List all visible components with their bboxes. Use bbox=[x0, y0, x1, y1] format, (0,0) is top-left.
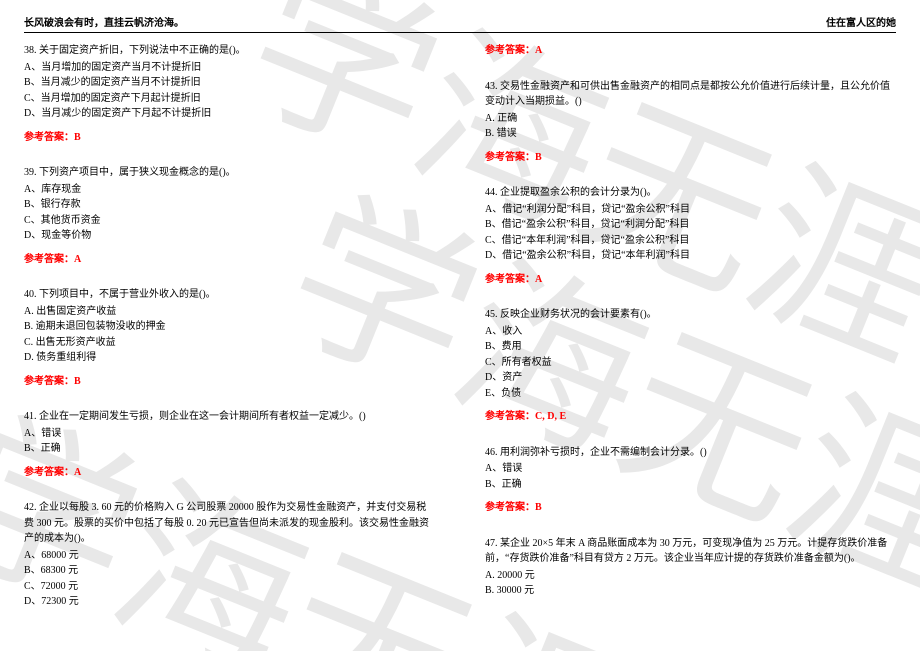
header-left: 长风破浪会有时，直挂云帆济沧海。 bbox=[24, 14, 184, 29]
header-right: 住在富人区的她 bbox=[826, 14, 896, 29]
question-stem: 46. 用利润弥补亏损时，企业不需编制会计分录。() bbox=[485, 445, 896, 461]
question-option: C. 出售无形资产收益 bbox=[24, 335, 435, 351]
question-option: B、正确 bbox=[485, 477, 896, 493]
question-option: A. 出售固定资产收益 bbox=[24, 304, 435, 320]
question-45: 45. 反映企业财务状况的会计要素有()。 A、收入 B、费用 C、所有者权益 … bbox=[485, 307, 896, 425]
question-option: A、68000 元 bbox=[24, 548, 435, 564]
question-44: 44. 企业提取盈余公积的会计分录为()。 A、借记“利润分配”科目，贷记“盈余… bbox=[485, 185, 896, 287]
question-option: C、72000 元 bbox=[24, 579, 435, 595]
question-option: B、当月减少的固定资产当月不计提折旧 bbox=[24, 75, 435, 91]
answer-label: 参考答案：B bbox=[24, 130, 435, 146]
question-stem: 39. 下列资产项目中，属于狭义现金概念的是()。 bbox=[24, 165, 435, 181]
question-option: A. 20000 元 bbox=[485, 568, 896, 584]
question-option: B、借记“盈余公积”科目，贷记“利润分配”科目 bbox=[485, 217, 896, 233]
question-47: 47. 某企业 20×5 年末 A 商品账面成本为 30 万元，可变现净值为 2… bbox=[485, 536, 896, 599]
question-option: C、借记“本年利润”科目，贷记“盈余公积”科目 bbox=[485, 233, 896, 249]
answer-label: 参考答案：A bbox=[485, 272, 896, 288]
question-option: C、当月增加的固定资产下月起计提折旧 bbox=[24, 91, 435, 107]
question-46: 46. 用利润弥补亏损时，企业不需编制会计分录。() A、错误 B、正确 参考答… bbox=[485, 445, 896, 516]
question-option: D、72300 元 bbox=[24, 594, 435, 610]
question-option: D. 债务重组利得 bbox=[24, 350, 435, 366]
question-option: B、正确 bbox=[24, 441, 435, 457]
question-option: A、库存现金 bbox=[24, 182, 435, 198]
question-option: D、资产 bbox=[485, 370, 896, 386]
question-option: B. 逾期未退回包装物没收的押金 bbox=[24, 319, 435, 335]
answer-label: 参考答案：B bbox=[24, 374, 435, 390]
question-option: B. 30000 元 bbox=[485, 583, 896, 599]
answer-label: 参考答案：B bbox=[485, 500, 896, 516]
question-option: C、所有者权益 bbox=[485, 355, 896, 371]
question-stem: 47. 某企业 20×5 年末 A 商品账面成本为 30 万元，可变现净值为 2… bbox=[485, 536, 896, 567]
question-option: D、当月减少的固定资产下月起不计提折旧 bbox=[24, 106, 435, 122]
answer-label: 参考答案：A bbox=[24, 465, 435, 481]
answer-label: 参考答案：C, D, E bbox=[485, 409, 896, 425]
question-option: A. 正确 bbox=[485, 111, 896, 127]
question-option: A、收入 bbox=[485, 324, 896, 340]
question-stem: 43. 交易性金融资产和可供出售金融资产的相同点是都按公允价值进行后续计量，且公… bbox=[485, 79, 896, 110]
question-stem: 40. 下列项目中，不属于营业外收入的是()。 bbox=[24, 287, 435, 303]
question-38: 38. 关于固定资产折旧，下列说法中不正确的是()。 A、当月增加的固定资产当月… bbox=[24, 43, 435, 145]
question-42: 42. 企业以每股 3. 60 元的价格购入 G 公司股票 20000 股作为交… bbox=[24, 500, 435, 610]
question-stem: 38. 关于固定资产折旧，下列说法中不正确的是()。 bbox=[24, 43, 435, 59]
page: 长风破浪会有时，直挂云帆济沧海。 住在富人区的她 38. 关于固定资产折旧，下列… bbox=[0, 0, 920, 651]
answer-label: 参考答案：A bbox=[24, 252, 435, 268]
question-option: A、错误 bbox=[24, 426, 435, 442]
question-option: B、银行存款 bbox=[24, 197, 435, 213]
question-option: D、现金等价物 bbox=[24, 228, 435, 244]
question-39: 39. 下列资产项目中，属于狭义现金概念的是()。 A、库存现金 B、银行存款 … bbox=[24, 165, 435, 267]
question-option: A、当月增加的固定资产当月不计提折旧 bbox=[24, 60, 435, 76]
question-option: B、费用 bbox=[485, 339, 896, 355]
question-option: B. 错误 bbox=[485, 126, 896, 142]
answer-label: 参考答案：A bbox=[485, 43, 896, 59]
right-column: 参考答案：A 43. 交易性金融资产和可供出售金融资产的相同点是都按公允价值进行… bbox=[485, 43, 896, 610]
columns: 38. 关于固定资产折旧，下列说法中不正确的是()。 A、当月增加的固定资产当月… bbox=[24, 43, 896, 610]
question-option: E、负债 bbox=[485, 386, 896, 402]
question-option: D、借记“盈余公积”科目，贷记“本年利润”科目 bbox=[485, 248, 896, 264]
question-43: 43. 交易性金融资产和可供出售金融资产的相同点是都按公允价值进行后续计量，且公… bbox=[485, 79, 896, 166]
question-option: C、其他货币资金 bbox=[24, 213, 435, 229]
question-40: 40. 下列项目中，不属于营业外收入的是()。 A. 出售固定资产收益 B. 逾… bbox=[24, 287, 435, 389]
question-option: A、借记“利润分配”科目，贷记“盈余公积”科目 bbox=[485, 202, 896, 218]
question-stem: 45. 反映企业财务状况的会计要素有()。 bbox=[485, 307, 896, 323]
question-stem: 41. 企业在一定期间发生亏损，则企业在这一会计期间所有者权益一定减少。() bbox=[24, 409, 435, 425]
question-41: 41. 企业在一定期间发生亏损，则企业在这一会计期间所有者权益一定减少。() A… bbox=[24, 409, 435, 480]
prev-answer: 参考答案：A bbox=[485, 43, 896, 59]
question-stem: 42. 企业以每股 3. 60 元的价格购入 G 公司股票 20000 股作为交… bbox=[24, 500, 435, 547]
question-option: B、68300 元 bbox=[24, 563, 435, 579]
question-stem: 44. 企业提取盈余公积的会计分录为()。 bbox=[485, 185, 896, 201]
left-column: 38. 关于固定资产折旧，下列说法中不正确的是()。 A、当月增加的固定资产当月… bbox=[24, 43, 435, 610]
question-option: A、错误 bbox=[485, 461, 896, 477]
answer-label: 参考答案：B bbox=[485, 150, 896, 166]
page-header: 长风破浪会有时，直挂云帆济沧海。 住在富人区的她 bbox=[24, 14, 896, 33]
